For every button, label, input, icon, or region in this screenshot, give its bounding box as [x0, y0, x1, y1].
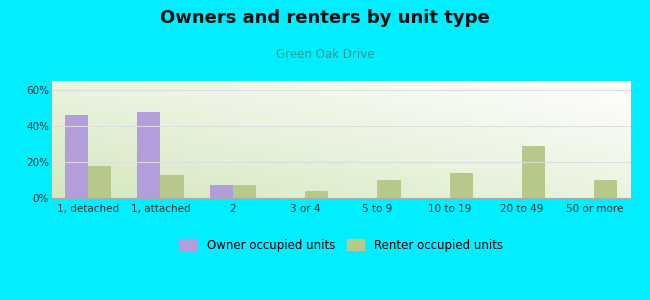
Bar — [522, 146, 545, 198]
Text: Green Oak Drive: Green Oak Drive — [276, 48, 374, 61]
Bar — [137, 112, 161, 198]
Bar — [88, 166, 111, 198]
Bar — [210, 185, 233, 198]
Bar — [233, 185, 256, 198]
Bar — [594, 180, 618, 198]
Legend: Owner occupied units, Renter occupied units: Owner occupied units, Renter occupied un… — [175, 234, 508, 256]
Bar — [378, 180, 400, 198]
Bar — [65, 115, 88, 198]
Bar — [305, 191, 328, 198]
Bar — [161, 175, 183, 198]
Bar — [450, 173, 473, 198]
Text: Owners and renters by unit type: Owners and renters by unit type — [160, 9, 490, 27]
